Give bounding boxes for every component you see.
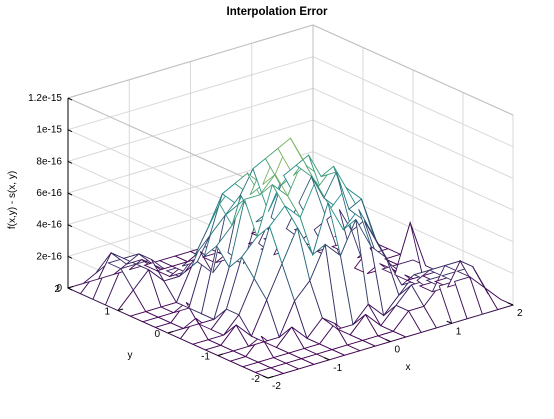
y-tick-mark (167, 331, 174, 334)
z-tick-label: 0 (56, 283, 62, 294)
z-tick-mark (67, 129, 73, 133)
tick-labels: 0 2e-16 4e-16 6e-16 8e-16 1e-15 1.2e-15 -2 -1 0 1 2… (28, 93, 523, 392)
z-tick-label: 6e-16 (36, 188, 62, 199)
y-tick-mark (67, 286, 74, 289)
z-axis-label: f(x,y) - s(x, y) (7, 171, 18, 229)
x-tick-label: 0 (395, 345, 401, 356)
y-tick-mark (117, 308, 124, 311)
x-tick-label: -2 (272, 381, 281, 392)
box-edge (67, 24, 314, 99)
y-tick-label: 2 (54, 284, 60, 295)
y-tick-mark (217, 353, 224, 356)
box-edge (312, 24, 514, 116)
x-axis-label: x (406, 362, 411, 373)
z-tick-label: 1.2e-15 (28, 93, 62, 104)
x-tick-mark (385, 339, 391, 342)
x-tick-mark (507, 302, 514, 306)
gridline-z (67, 24, 514, 116)
z-tick-label: 1e-15 (36, 125, 62, 136)
x-tick-label: -1 (333, 363, 342, 374)
chart-title: Interpolation Error (226, 6, 328, 18)
y-tick-mark (267, 376, 274, 379)
y-axis-label: y (128, 350, 133, 361)
z-tick-mark (67, 255, 73, 259)
x-tick-label: 2 (517, 308, 523, 319)
y-tick-label: -1 (201, 352, 210, 363)
z-tick-label: 2e-16 (36, 251, 62, 262)
box-edge (67, 97, 269, 189)
x-tick-label: 1 (456, 326, 462, 337)
z-tick-label: 8e-16 (36, 156, 62, 167)
z-tick-mark (67, 224, 73, 228)
y-tick-label: -2 (251, 374, 260, 385)
y-tick-label: 0 (154, 329, 160, 340)
surface-patch (484, 287, 515, 311)
z-tick-mark (67, 287, 73, 291)
z-tick-label: 4e-16 (36, 220, 62, 231)
gridline-z (67, 56, 514, 148)
z-tick-mark (67, 192, 73, 196)
x-tick-mark (262, 375, 269, 379)
x-tick-mark (446, 320, 452, 324)
surface-mesh (66, 137, 515, 379)
z-tick-mark (67, 97, 73, 101)
y-tick-label: 1 (104, 307, 110, 318)
z-tick-mark (67, 160, 73, 164)
x-tick-mark (324, 357, 330, 361)
